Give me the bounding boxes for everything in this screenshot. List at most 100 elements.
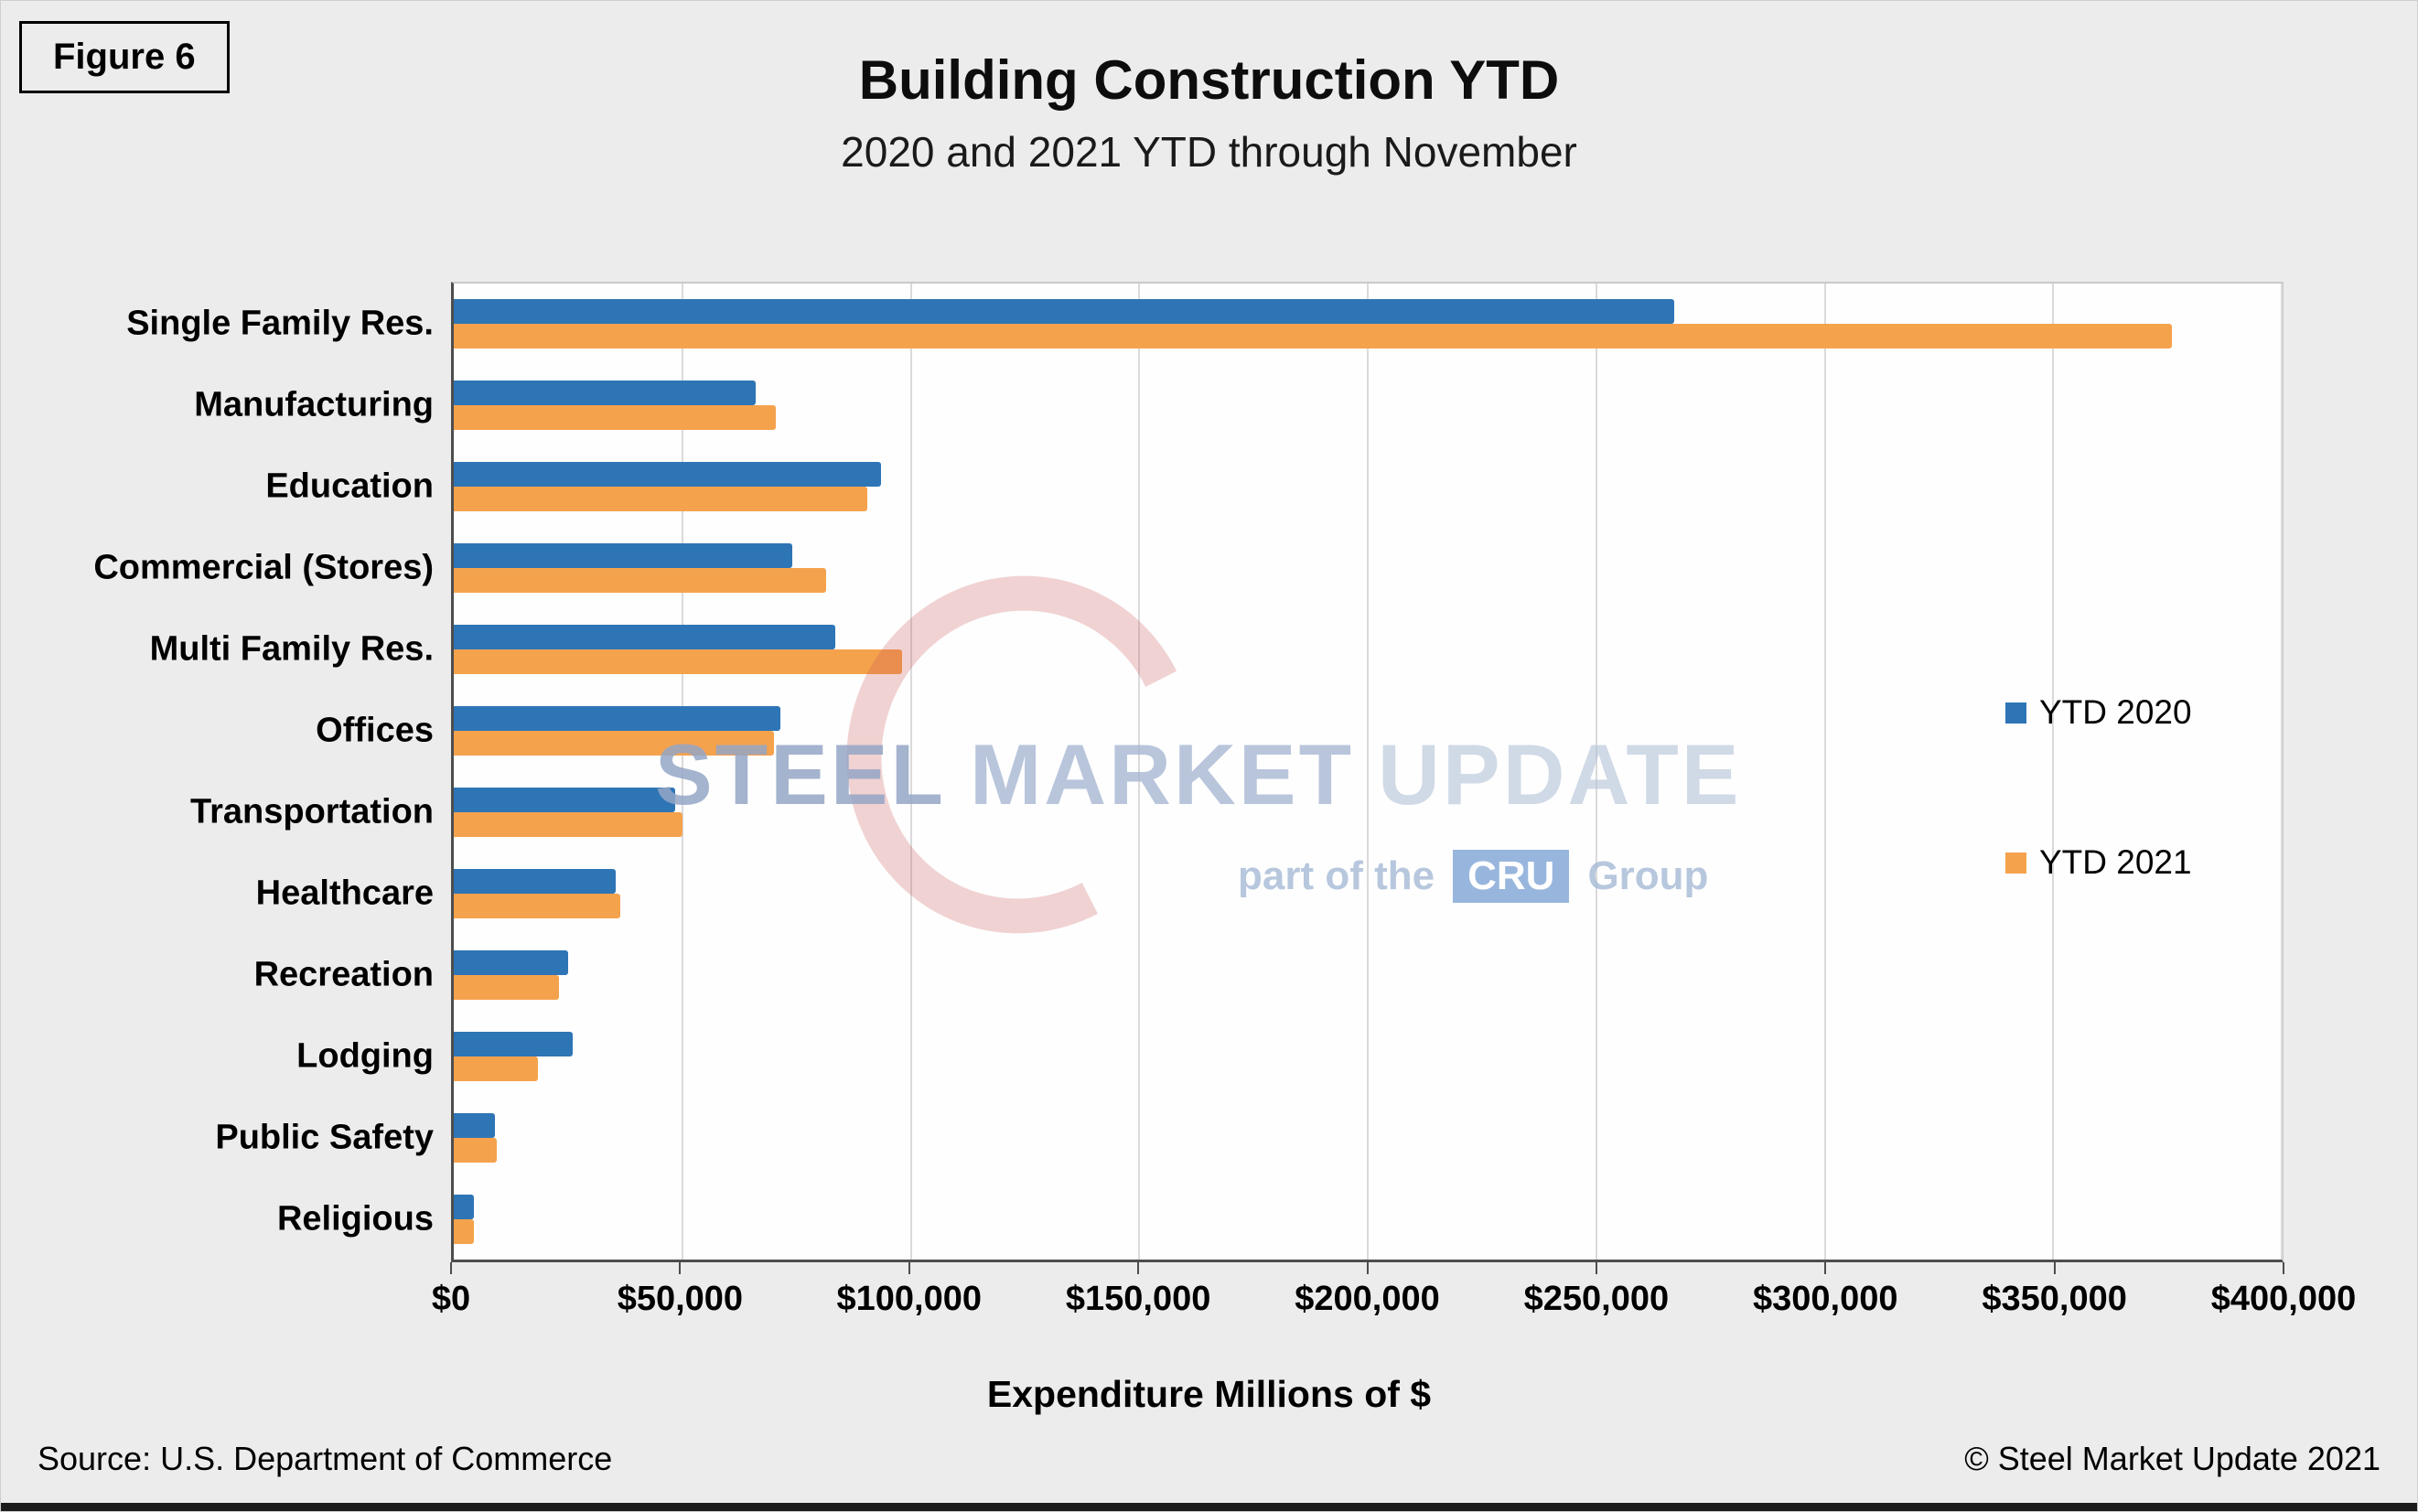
category-label: Public Safety xyxy=(215,1118,434,1157)
category-label: Transportation xyxy=(189,792,434,831)
x-tick-mark xyxy=(2283,1262,2284,1274)
x-tick-label: $100,000 xyxy=(836,1280,983,1318)
bar-ytd-2020 xyxy=(454,1112,495,1138)
legend-label: YTD 2021 xyxy=(2039,843,2192,881)
plot-area: Single Family Res. Manufacturing Education… xyxy=(93,282,2284,1262)
category-row: Offices xyxy=(316,691,2282,772)
source-note: Source: U.S. Department of Commerce xyxy=(38,1440,613,1477)
x-tick-label: $0 xyxy=(431,1280,471,1318)
gridline xyxy=(909,284,912,1260)
category-row: Manufacturing xyxy=(194,365,2282,446)
x-axis-tick-marks xyxy=(450,1262,2284,1275)
category-row: Single Family Res. xyxy=(126,284,2282,365)
category-label: Religious xyxy=(276,1199,434,1239)
bar-ytd-2021 xyxy=(454,324,2173,349)
category-label: Offices xyxy=(316,711,434,750)
category-label: Healthcare xyxy=(255,874,434,913)
category-row: Religious xyxy=(277,1178,2282,1260)
category-row: Commercial (Stores) xyxy=(93,528,2282,609)
x-tick-label: $150,000 xyxy=(1065,1280,1211,1318)
category-rows: Single Family Res. Manufacturing Education… xyxy=(93,284,2282,1260)
x-tick-mark xyxy=(1595,1262,1597,1274)
bar-ytd-2021 xyxy=(454,1056,539,1081)
category-label: Single Family Res. xyxy=(126,304,434,343)
bar-group xyxy=(454,787,2282,837)
copyright-note: © Steel Market Update 2021 xyxy=(1964,1440,2380,1477)
bar-ytd-2020 xyxy=(454,299,1674,325)
x-tick-mark xyxy=(679,1262,682,1274)
x-tick-mark xyxy=(1137,1262,1140,1274)
x-tick-mark xyxy=(2053,1262,2056,1274)
category-label: Recreation xyxy=(253,955,434,994)
category-label: Education xyxy=(265,466,434,506)
chart-title: Building Construction YTD xyxy=(858,49,1560,111)
bar-ytd-2020 xyxy=(454,868,617,894)
gridline xyxy=(1138,284,1141,1260)
category-label: Commercial (Stores) xyxy=(93,548,434,587)
category-row: Public Safety xyxy=(215,1097,2282,1178)
bar-ytd-2020 xyxy=(454,787,676,812)
x-axis-title: Expenditure Millions of $ xyxy=(986,1373,1432,1415)
gridline xyxy=(681,284,683,1260)
bar-ytd-2020 xyxy=(454,1194,475,1219)
bar-group xyxy=(454,543,2282,594)
bar-ytd-2021 xyxy=(454,649,902,675)
category-row: Healthcare xyxy=(256,853,2282,934)
x-tick-mark xyxy=(1366,1262,1369,1274)
bar-group xyxy=(454,1112,2282,1163)
x-tick-label: $50,000 xyxy=(617,1280,744,1318)
legend: YTD 2020 YTD 2021 xyxy=(2005,693,2192,882)
bar-group xyxy=(454,868,2282,918)
bar-ytd-2020 xyxy=(454,949,568,975)
bar-ytd-2020 xyxy=(454,462,882,488)
legend-item: YTD 2021 xyxy=(2005,843,2192,882)
bar-ytd-2020 xyxy=(454,543,792,569)
gridlines xyxy=(454,284,2283,1260)
category-label: Lodging xyxy=(296,1036,434,1076)
bar-group xyxy=(454,706,2282,756)
bar-group xyxy=(454,462,2282,512)
x-tick-mark xyxy=(908,1262,910,1274)
category-row: Education xyxy=(265,446,2282,528)
bar-ytd-2021 xyxy=(454,405,777,431)
bar-ytd-2021 xyxy=(454,893,621,918)
bar-group xyxy=(454,1194,2282,1244)
bar-ytd-2021 xyxy=(454,731,774,756)
gridline xyxy=(2052,284,2055,1260)
category-label: Manufacturing xyxy=(194,385,434,424)
gridline xyxy=(2281,284,2283,1260)
legend-swatch xyxy=(2005,852,2026,874)
gridline xyxy=(1367,284,1369,1260)
x-tick-label: $400,000 xyxy=(2210,1280,2357,1318)
bar-ytd-2021 xyxy=(454,1218,475,1244)
category-row: Lodging xyxy=(296,1015,2282,1097)
category-row: Recreation xyxy=(254,934,2282,1015)
bar-ytd-2021 xyxy=(454,1137,498,1163)
bar-ytd-2020 xyxy=(454,1031,573,1056)
bar-ytd-2021 xyxy=(454,974,559,1000)
x-tick-mark xyxy=(1824,1262,1827,1274)
gridline xyxy=(1823,284,1826,1260)
chart-subtitle: 2020 and 2021 YTD through November xyxy=(841,128,1577,176)
x-tick-label: $250,000 xyxy=(1523,1280,1670,1318)
bar-group xyxy=(454,1031,2282,1081)
x-tick-label: $350,000 xyxy=(1982,1280,2127,1318)
legend-swatch xyxy=(2005,702,2026,724)
bar-group xyxy=(454,625,2282,675)
bar-ytd-2021 xyxy=(454,487,868,512)
x-axis-tick-labels: $0 $50,000 $100,000 $150,000 $200,000 $250,00… xyxy=(432,1280,2356,1329)
bar-ytd-2020 xyxy=(454,706,781,732)
x-tick-label: $200,000 xyxy=(1295,1280,1440,1318)
bar-group xyxy=(454,949,2282,1000)
legend-item: YTD 2020 xyxy=(2005,693,2192,732)
bar-ytd-2021 xyxy=(454,568,827,594)
bar-ytd-2020 xyxy=(454,625,836,650)
bottom-edge-bar xyxy=(1,1503,2417,1511)
bar-group xyxy=(454,381,2282,431)
figure-label: Figure 6 xyxy=(19,21,230,93)
bar-group xyxy=(454,299,2282,349)
category-row: Transportation xyxy=(190,772,2282,853)
bar-ytd-2020 xyxy=(454,381,756,406)
category-label: Multi Family Res. xyxy=(149,629,434,669)
